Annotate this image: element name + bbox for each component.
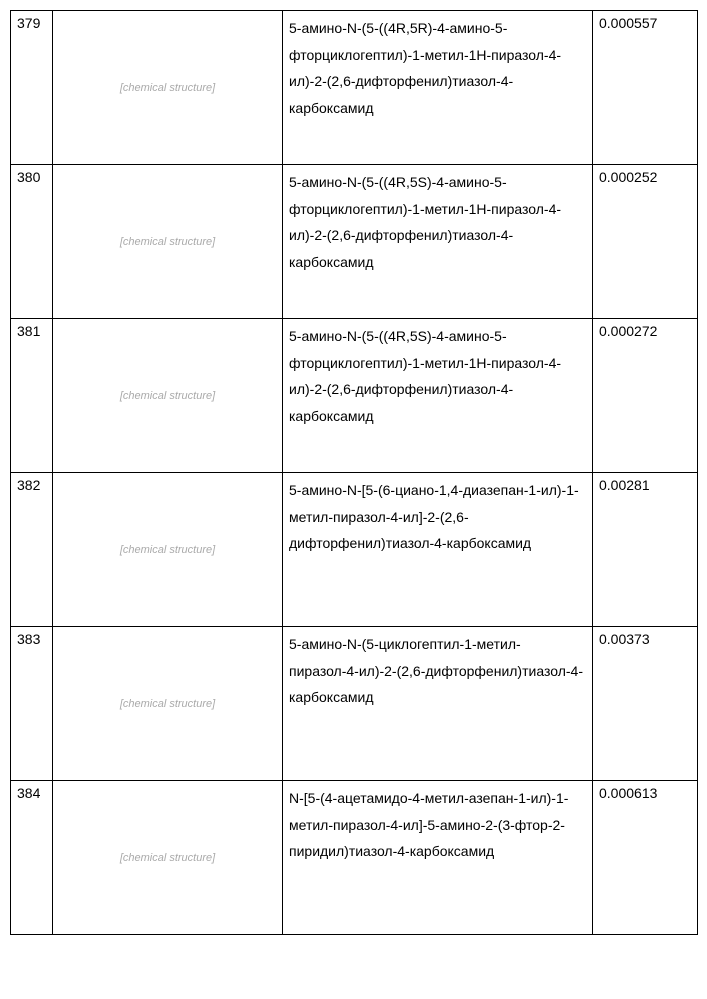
compound-id: 382 [11, 473, 53, 627]
compound-value: 0.000252 [593, 165, 698, 319]
compound-structure: [chemical structure] [53, 781, 283, 935]
compound-id: 379 [11, 11, 53, 165]
table-row: 379[chemical structure]5-амино-N-(5-((4R… [11, 11, 698, 165]
compound-id: 381 [11, 319, 53, 473]
structure-placeholder: [chemical structure] [59, 631, 276, 776]
compound-name: 5-амино-N-(5-((4R,5S)-4-амино-5-фторцикл… [283, 319, 593, 473]
compound-value: 0.000557 [593, 11, 698, 165]
table-row: 380[chemical structure]5-амино-N-(5-((4R… [11, 165, 698, 319]
compound-structure: [chemical structure] [53, 165, 283, 319]
compound-structure: [chemical structure] [53, 11, 283, 165]
table-row: 384[chemical structure]N-[5-(4-ацетамидо… [11, 781, 698, 935]
compound-value: 0.000272 [593, 319, 698, 473]
compound-structure: [chemical structure] [53, 473, 283, 627]
compound-id: 383 [11, 627, 53, 781]
compound-name: N-[5-(4-ацетамидо-4-метил-азепан-1-ил)-1… [283, 781, 593, 935]
table-row: 383[chemical structure]5-амино-N-(5-цикл… [11, 627, 698, 781]
structure-placeholder: [chemical structure] [59, 323, 276, 468]
structure-placeholder: [chemical structure] [59, 15, 276, 160]
compound-id: 384 [11, 781, 53, 935]
structure-placeholder: [chemical structure] [59, 169, 276, 314]
compound-table: 379[chemical structure]5-амино-N-(5-((4R… [10, 10, 698, 935]
compound-value: 0.00281 [593, 473, 698, 627]
compound-name: 5-амино-N-[5-(6-циано-1,4-диазепан-1-ил)… [283, 473, 593, 627]
compound-structure: [chemical structure] [53, 627, 283, 781]
structure-placeholder: [chemical structure] [59, 785, 276, 930]
compound-name: 5-амино-N-(5-циклогептил-1-метил-пиразол… [283, 627, 593, 781]
table-row: 381[chemical structure]5-амино-N-(5-((4R… [11, 319, 698, 473]
compound-name: 5-амино-N-(5-((4R,5S)-4-амино-5-фторцикл… [283, 165, 593, 319]
compound-id: 380 [11, 165, 53, 319]
compound-name: 5-амино-N-(5-((4R,5R)-4-амино-5-фторцикл… [283, 11, 593, 165]
compound-structure: [chemical structure] [53, 319, 283, 473]
compound-value: 0.000613 [593, 781, 698, 935]
compound-value: 0.00373 [593, 627, 698, 781]
structure-placeholder: [chemical structure] [59, 477, 276, 622]
table-row: 382[chemical structure]5-амино-N-[5-(6-ц… [11, 473, 698, 627]
